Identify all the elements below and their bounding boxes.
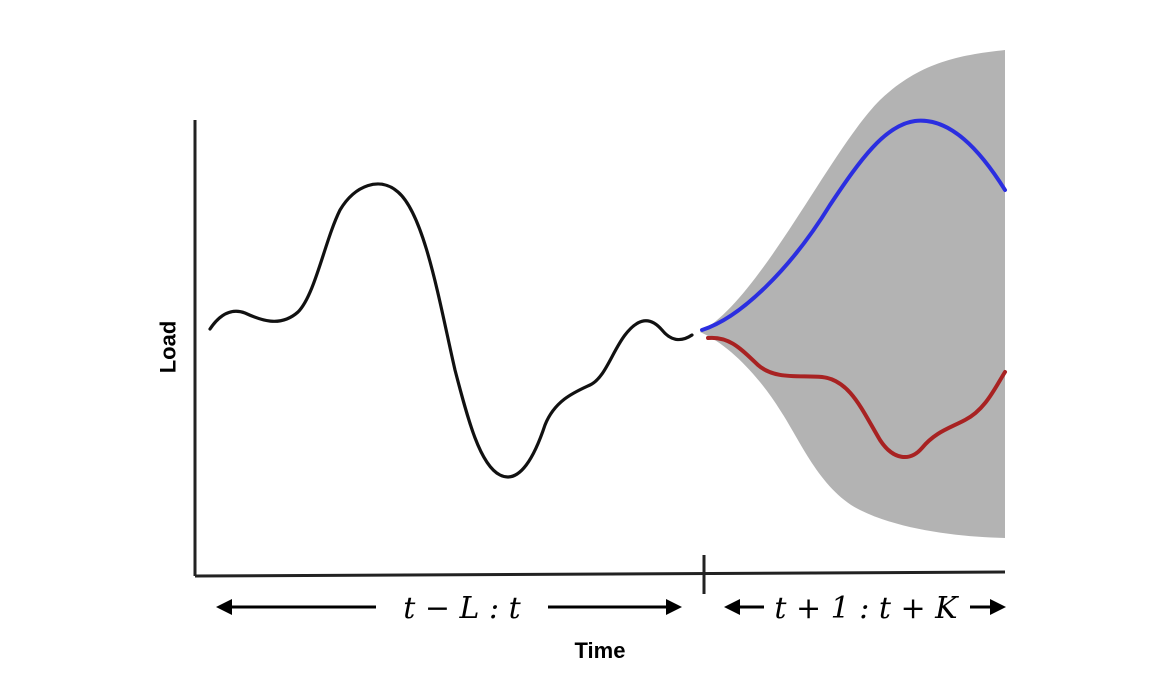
history-curve	[208, 182, 694, 479]
x-axis-label: Time	[575, 638, 626, 663]
forecast-range-arrow	[724, 599, 1006, 615]
x-axis	[194, 570, 1006, 578]
forecast-lower-curve	[706, 335, 1007, 459]
uncertainty-band	[700, 50, 1005, 538]
y-axis-label: Load	[156, 321, 181, 374]
forecast-upper-curve	[700, 118, 1007, 332]
history-range-arrow	[216, 599, 682, 615]
history-range-label: t − L : t	[403, 591, 521, 626]
forecast-range-label: t + 1 : t + K	[774, 591, 959, 626]
